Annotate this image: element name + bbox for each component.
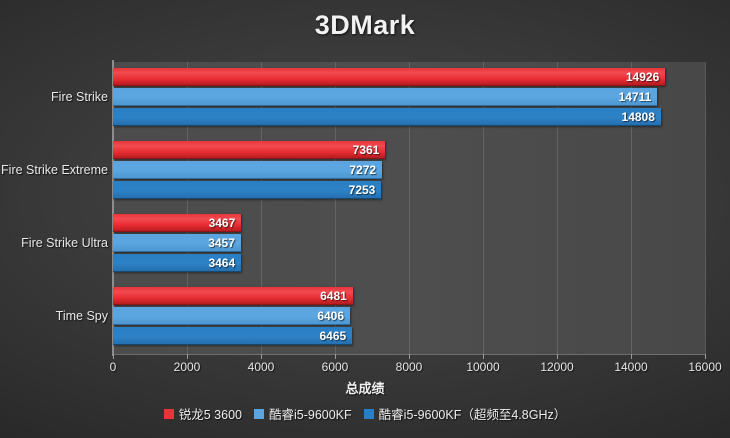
bar-value-label: 14926 — [625, 69, 660, 84]
x-tick-mark — [631, 354, 632, 359]
bar: 7253 — [113, 180, 382, 199]
x-tick-mark — [409, 354, 410, 359]
category-axis-labels: Fire Strike Fire Strike Extreme Fire Strik… — [0, 0, 108, 438]
legend-item[interactable]: 锐龙5 3600 — [163, 404, 242, 423]
gridline — [335, 62, 336, 354]
bar: 14926 — [113, 67, 666, 86]
bar-value-label: 7253 — [348, 182, 376, 197]
x-tick-label: 4000 — [247, 360, 275, 374]
bar-value-label: 14711 — [618, 89, 652, 104]
x-tick-mark — [335, 354, 336, 359]
y-axis-line — [112, 60, 114, 356]
x-tick-label: 12000 — [540, 360, 574, 374]
x-tick-label: 10000 — [466, 360, 500, 374]
x-tick-mark — [261, 354, 262, 359]
bar-value-label: 14808 — [621, 109, 655, 124]
bar-value-label: 6406 — [317, 308, 345, 323]
bar: 7361 — [113, 140, 386, 159]
chart-title: 3DMark — [314, 10, 416, 40]
bar: 7272 — [113, 160, 383, 179]
gridline — [557, 62, 558, 354]
category-label: Fire Strike Extreme — [1, 162, 108, 177]
legend-swatch-icon — [253, 408, 264, 419]
x-tick-label: 6000 — [321, 360, 349, 374]
x-tick-label: 16000 — [688, 360, 722, 374]
legend-item[interactable]: 酷睿i5-9600KF（超频至4.8GHz） — [363, 404, 567, 423]
bar: 6481 — [113, 286, 353, 305]
bar: 14808 — [113, 107, 661, 126]
bar: 6465 — [113, 326, 353, 345]
x-tick-label: 14000 — [614, 360, 648, 374]
x-tick-label: 8000 — [395, 360, 423, 374]
legend-label: 酷睿i5-9600KF — [268, 408, 352, 422]
legend-item[interactable]: 酷睿i5-9600KF — [253, 404, 352, 423]
bar-value-label: 3457 — [208, 235, 235, 250]
bar: 3467 — [113, 213, 242, 232]
bar-value-label: 3467 — [208, 215, 236, 230]
category-label: Fire Strike Ultra — [21, 235, 108, 250]
bar-value-label: 7361 — [352, 142, 380, 157]
gridline — [261, 62, 262, 354]
legend-label: 锐龙5 3600 — [178, 408, 242, 422]
category-label: Fire Strike — [51, 89, 108, 104]
bar: 14711 — [113, 87, 658, 106]
x-tick-mark — [705, 354, 706, 359]
chart-legend: 锐龙5 3600 酷睿i5-9600KF 酷睿i5-9600KF（超频至4.8GHz… — [0, 404, 730, 423]
bar: 3457 — [113, 233, 241, 252]
legend-swatch-icon — [363, 408, 374, 419]
bar-value-label: 6465 — [319, 328, 347, 343]
gridline — [187, 62, 188, 354]
x-tick-mark — [483, 354, 484, 359]
gridline — [631, 62, 632, 354]
x-tick-mark — [113, 354, 114, 359]
legend-swatch-icon — [163, 408, 174, 419]
x-tick-mark — [187, 354, 188, 359]
legend-label: 酷睿i5-9600KF（超频至4.8GHz） — [378, 408, 567, 422]
bar: 3464 — [113, 253, 242, 272]
category-label: Time Spy — [55, 308, 108, 323]
x-tick-label: 0 — [109, 360, 117, 374]
bar-value-label: 7272 — [349, 162, 377, 177]
bar-value-label: 3464 — [208, 255, 236, 270]
gridline — [705, 62, 706, 354]
gridline — [409, 62, 410, 354]
bar: 6406 — [113, 306, 351, 325]
gridline — [483, 62, 484, 354]
bar-value-label: 6481 — [320, 288, 347, 303]
x-axis-title: 总成绩 — [345, 381, 385, 396]
x-tick-mark — [557, 354, 558, 359]
x-tick-label: 2000 — [173, 360, 201, 374]
